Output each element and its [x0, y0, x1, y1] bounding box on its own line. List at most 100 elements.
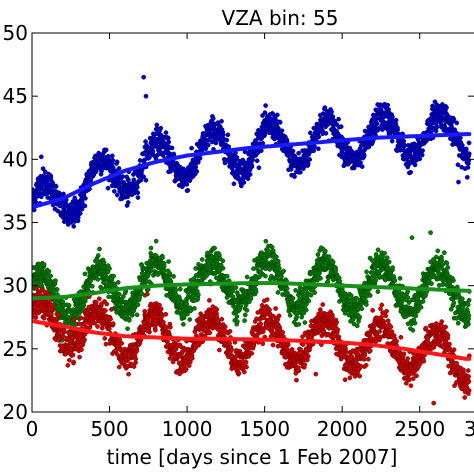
data-point — [458, 135, 463, 141]
data-point — [245, 176, 251, 182]
data-point — [242, 318, 247, 323]
data-point — [144, 291, 150, 297]
data-point — [451, 278, 456, 283]
data-point — [374, 121, 380, 127]
data-point — [439, 257, 445, 263]
data-point — [330, 114, 336, 120]
outlier-point — [428, 230, 433, 235]
data-point — [199, 257, 205, 262]
data-point — [63, 201, 69, 207]
data-point — [60, 333, 66, 339]
data-point — [451, 300, 457, 306]
data-point — [152, 327, 158, 333]
data-point — [459, 296, 465, 302]
data-point — [168, 168, 174, 174]
data-point — [366, 144, 372, 150]
data-point — [465, 165, 471, 170]
data-point — [298, 169, 303, 175]
outlier-point — [409, 235, 415, 241]
data-point — [95, 324, 100, 329]
data-point — [205, 137, 211, 143]
data-point — [405, 295, 411, 300]
data-point — [102, 336, 108, 341]
data-point — [42, 169, 48, 175]
data-point — [161, 263, 167, 269]
data-point — [308, 130, 313, 136]
data-point — [93, 169, 99, 174]
data-point — [243, 302, 249, 308]
data-point — [126, 318, 132, 323]
data-point — [65, 363, 71, 368]
data-point — [147, 329, 152, 335]
data-point — [79, 347, 84, 352]
data-point — [111, 188, 117, 194]
data-point — [116, 364, 122, 370]
data-point — [104, 301, 110, 307]
data-point — [189, 145, 194, 151]
data-point — [323, 131, 329, 136]
data-point — [129, 312, 135, 318]
data-point — [292, 174, 297, 179]
data-point — [143, 139, 148, 144]
data-point — [312, 290, 318, 295]
data-point — [110, 321, 116, 327]
data-point — [451, 117, 457, 122]
data-point — [143, 177, 149, 183]
data-point — [111, 273, 116, 279]
data-point — [220, 132, 226, 138]
outlier-point — [456, 179, 461, 185]
data-point — [148, 245, 154, 251]
data-point — [169, 145, 175, 151]
data-point — [220, 265, 226, 271]
data-point — [141, 174, 146, 180]
data-point — [95, 277, 101, 282]
data-point — [177, 286, 183, 292]
data-point — [225, 132, 231, 138]
data-point — [185, 188, 191, 193]
data-point — [197, 156, 203, 161]
data-point — [395, 127, 400, 133]
data-point — [230, 288, 236, 294]
data-point — [241, 180, 247, 185]
data-point — [390, 114, 395, 120]
data-point — [466, 157, 472, 163]
data-point — [207, 298, 212, 303]
data-point — [214, 307, 220, 312]
data-point — [106, 326, 112, 332]
data-point — [392, 278, 398, 283]
plot-area — [32, 74, 472, 406]
data-point — [194, 169, 200, 174]
data-point — [454, 120, 460, 126]
data-point — [296, 322, 302, 327]
data-point — [354, 323, 360, 329]
data-point — [302, 320, 308, 325]
data-point — [364, 269, 369, 275]
data-point — [294, 314, 300, 320]
data-point — [97, 246, 102, 252]
data-point — [53, 278, 58, 284]
data-point — [263, 238, 269, 244]
data-point — [466, 321, 471, 327]
data-point — [279, 274, 284, 279]
data-point — [180, 321, 186, 327]
data-point — [279, 128, 285, 134]
data-point — [222, 324, 228, 330]
data-point — [326, 254, 332, 259]
data-point — [385, 102, 390, 108]
data-point — [361, 152, 367, 158]
data-point — [290, 148, 296, 154]
data-point — [163, 311, 169, 317]
data-point — [281, 268, 286, 274]
data-point — [263, 103, 268, 108]
data-point — [420, 299, 426, 304]
data-point — [184, 301, 190, 307]
data-point — [90, 283, 95, 289]
data-point — [67, 357, 72, 363]
data-point — [258, 148, 264, 153]
data-point — [158, 306, 164, 312]
data-point — [231, 181, 237, 187]
data-point — [192, 306, 197, 311]
data-point — [338, 124, 344, 130]
data-point — [263, 273, 268, 279]
